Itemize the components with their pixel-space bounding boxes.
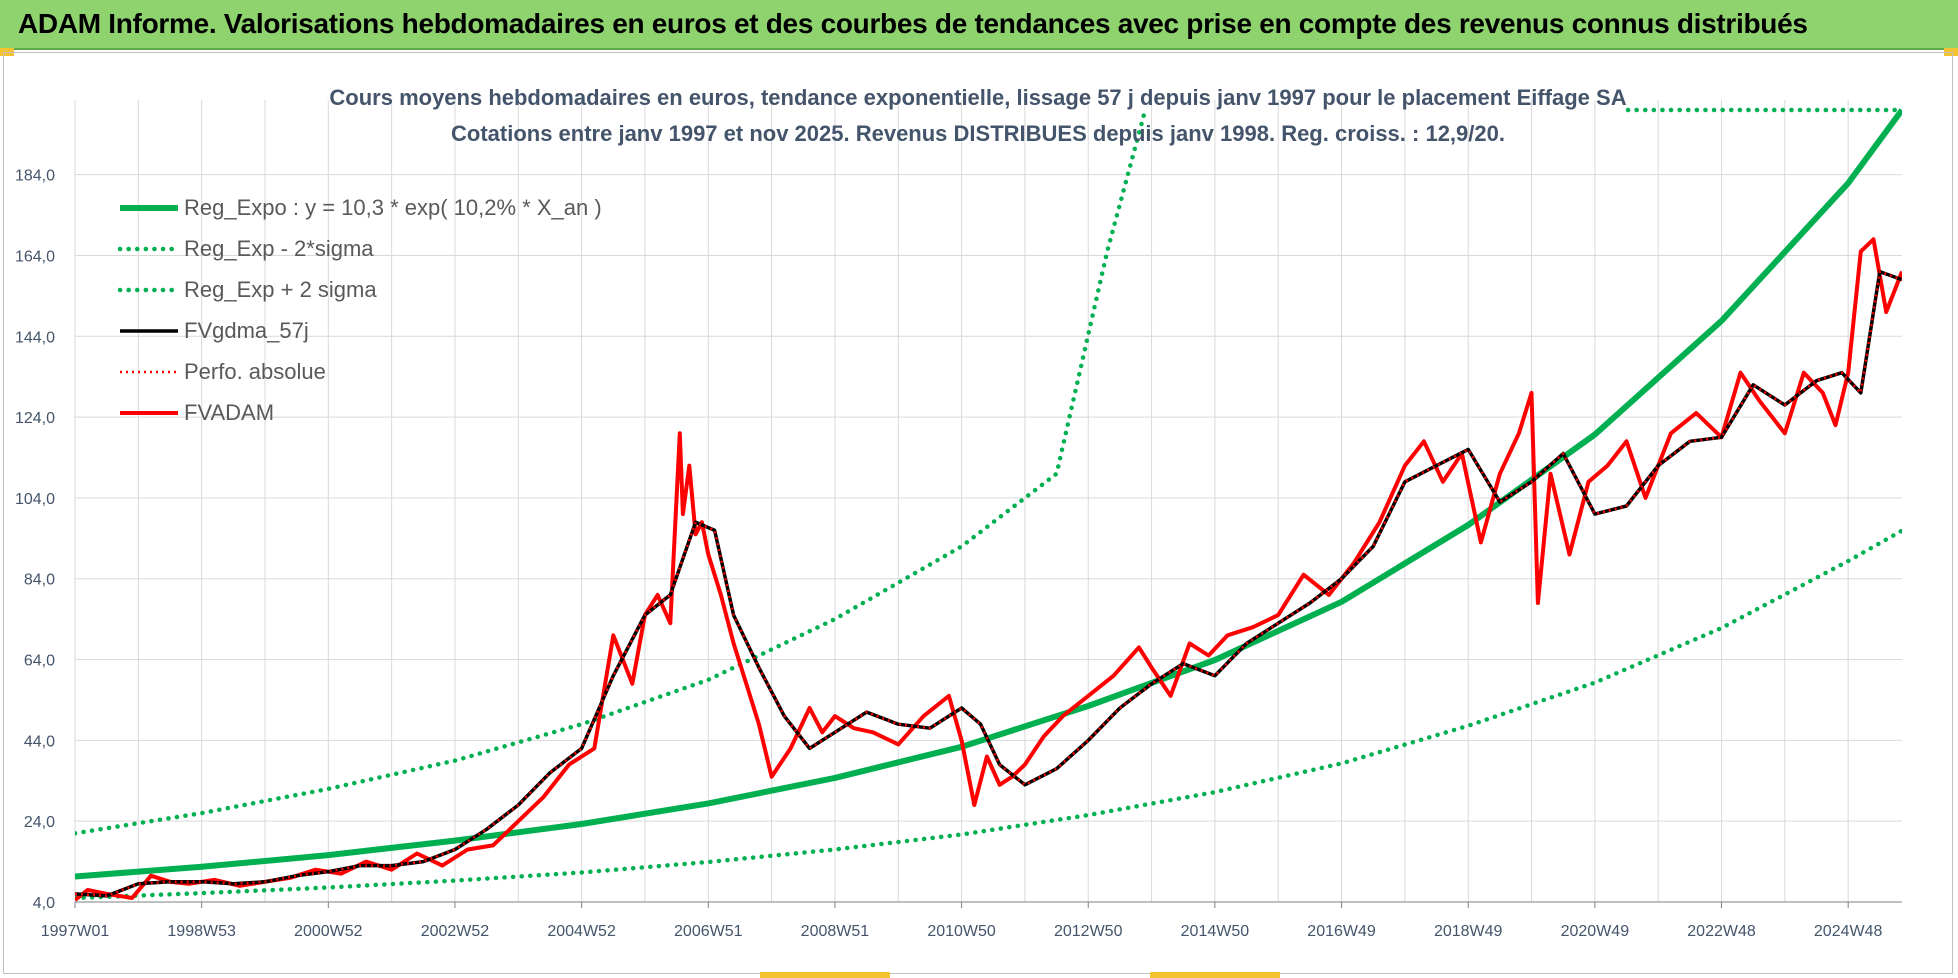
y-tick-label: 84,0: [24, 572, 55, 589]
legend-label: FVgdma_57j: [184, 318, 309, 343]
chart-frame: [3, 52, 1953, 974]
chart-series: [75, 108, 1902, 902]
x-tick-label: 2000W52: [294, 923, 363, 940]
y-tick-label: 4,0: [33, 895, 55, 912]
legend-label: FVADAM: [184, 400, 274, 425]
y-tick-label: 184,0: [15, 168, 55, 185]
x-tick-label: 2020W49: [1561, 923, 1630, 940]
chart-legend: Reg_Expo : y = 10,3 * exp( 10,2% * X_an …: [117, 195, 602, 425]
series-line-4: [75, 270, 1902, 898]
x-tick-label: 2016W49: [1307, 923, 1376, 940]
x-tick-label: 2004W52: [547, 923, 616, 940]
legend-label: Reg_Exp - 2*sigma: [184, 236, 374, 261]
legend-label: Reg_Exp + 2 sigma: [184, 277, 377, 302]
series-line-0: [75, 108, 1902, 880]
legend-label: Perfo. absolue: [184, 359, 326, 384]
y-tick-label: 144,0: [15, 329, 55, 346]
y-tick-label: 44,0: [24, 733, 55, 750]
chart-grid: [74, 100, 1902, 903]
bottom-mark: [1150, 972, 1280, 978]
x-tick-label: 2022W48: [1687, 923, 1756, 940]
x-tick-label: 2014W50: [1181, 923, 1250, 940]
x-tick-label: 1997W01: [41, 923, 110, 940]
chart-subtitle: Cotations entre janv 1997 et nov 2025. R…: [451, 121, 1505, 146]
x-tick-label: 1998W53: [167, 923, 236, 940]
bottom-mark: [760, 972, 890, 978]
chart-axes: 4,0 24,0 44,0 64,0 84,0 104,0 124,0 144,0 164,0 1…: [15, 107, 1903, 940]
chart-title: Cours moyens hebdomadaires en euros, ten…: [329, 85, 1626, 110]
series-line-3: [75, 269, 1902, 898]
series-line-5: [75, 237, 1902, 902]
y-tick-label: 164,0: [15, 248, 55, 265]
y-tick-label: 104,0: [15, 491, 55, 508]
banner-title: ADAM Informe. Valorisations hebdomadaire…: [18, 8, 1808, 39]
x-tick-label: 2024W48: [1814, 923, 1883, 940]
x-tick-label: 2006W51: [674, 923, 743, 940]
banner: ADAM Informe. Valorisations hebdomadaire…: [0, 0, 1958, 50]
series-line-2: [75, 108, 1148, 836]
x-tick-label: 2002W52: [421, 923, 490, 940]
x-tick-label: 2018W49: [1434, 923, 1503, 940]
x-tick-label: 2008W51: [801, 923, 870, 940]
x-tick-label: 2012W50: [1054, 923, 1123, 940]
x-tick-label: 2010W50: [927, 923, 996, 940]
y-tick-label: 24,0: [24, 814, 55, 831]
y-tick-label: 64,0: [24, 653, 55, 670]
y-tick-label: 124,0: [15, 410, 55, 427]
legend-label: Reg_Expo : y = 10,3 * exp( 10,2% * X_an …: [184, 195, 602, 220]
series-line-1: [75, 528, 1902, 901]
